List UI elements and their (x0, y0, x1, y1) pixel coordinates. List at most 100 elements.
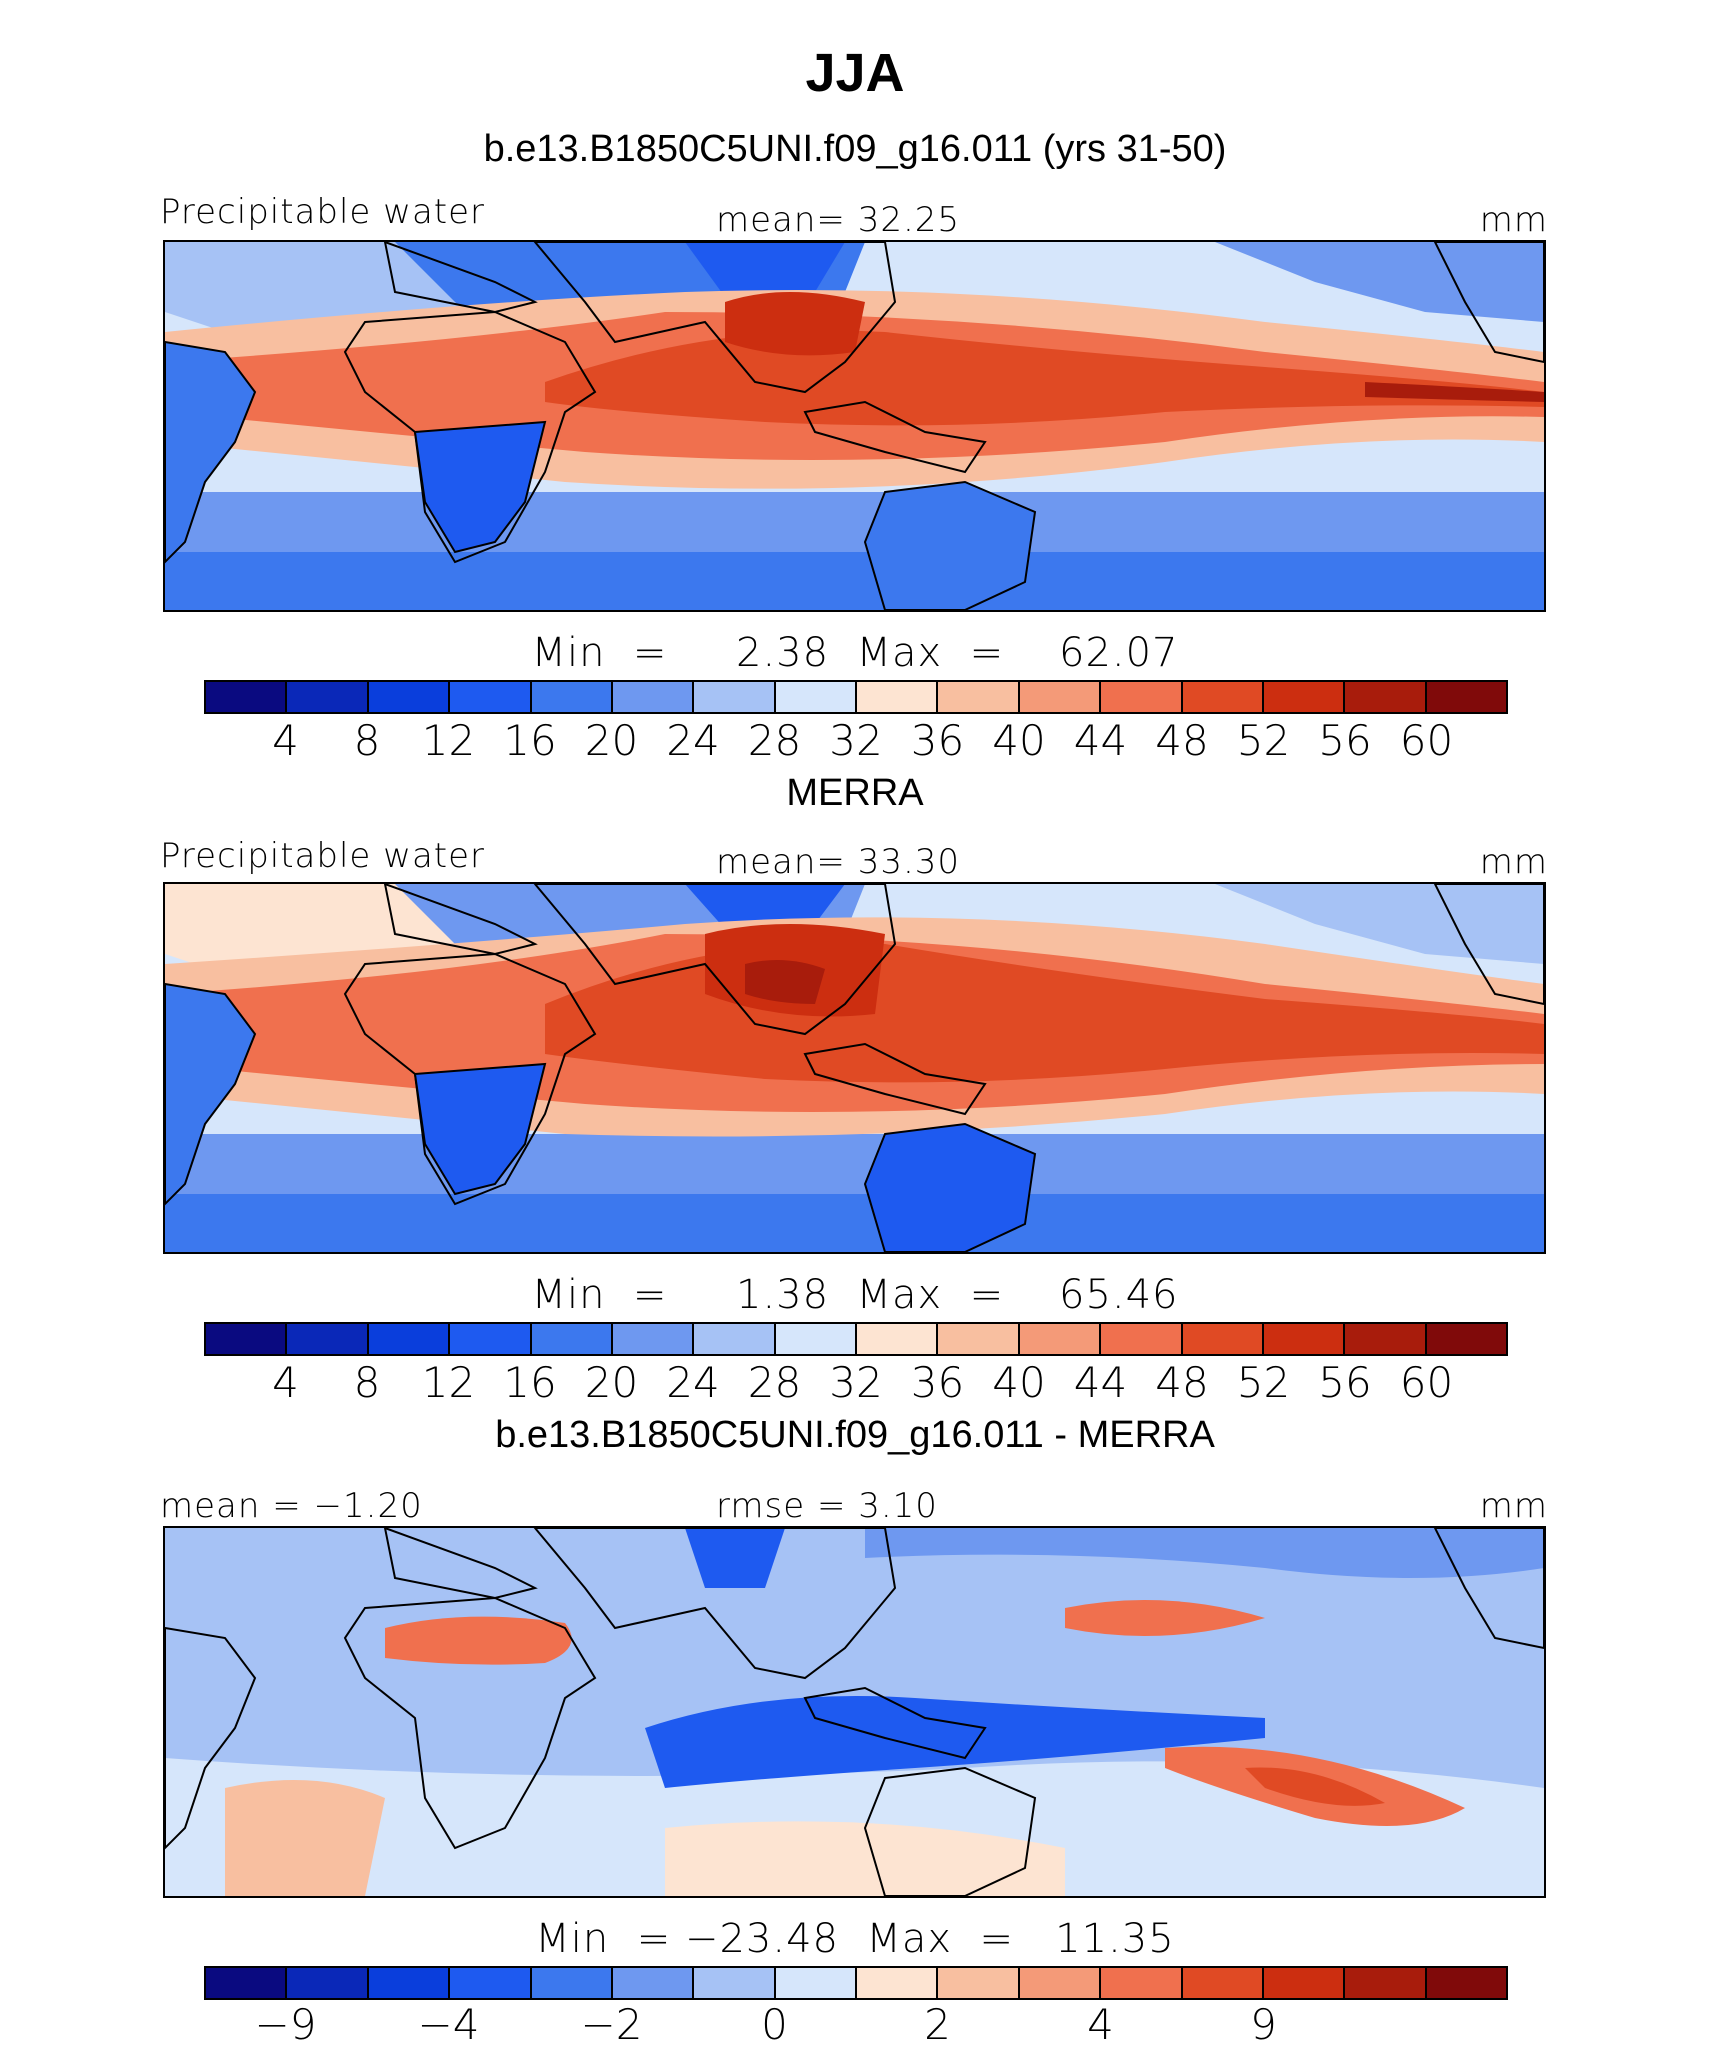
colorbar-swatch (206, 682, 288, 712)
colorbar-tick-label: 2 (924, 2000, 951, 2049)
panel-1-mean-label: mean= 32.25 (716, 200, 961, 240)
colorbar-swatch (775, 1968, 857, 1998)
southern-deep-blue (165, 552, 1544, 610)
colorbar-tick-label: 60 (1399, 1358, 1454, 1407)
colorbar-swatch (1101, 682, 1183, 712)
colorbar-tick-label: 32 (829, 716, 883, 765)
colorbar-tick-label: −9 (254, 2000, 317, 2049)
panel-3-map (163, 1526, 1546, 1898)
asia-outline (533, 1528, 897, 1680)
panel-3-title: b.e13.B1850C5UNI.f09_g16.011 - MERRA (495, 1414, 1215, 1456)
asia-monsoon-dark (725, 292, 865, 356)
colorbar-swatch (1345, 682, 1427, 712)
north-pacific-blue (1215, 242, 1544, 322)
africa-outline (343, 952, 597, 1206)
panel-3-min-max: Min = −23.48 Max = 11.35 (535, 1916, 1175, 1962)
colorbar-tick-label: 8 (353, 716, 381, 765)
maritime-continent-outline (803, 1686, 987, 1760)
panel-2-variable-label: Precipitable water (160, 836, 486, 876)
colorbar-swatch (1019, 1968, 1102, 1998)
colorbar-tick-label: 44 (1073, 716, 1128, 765)
panel-1-units-label: mm (1479, 200, 1548, 240)
panel-3-mean-label: mean = −1.20 (160, 1486, 423, 1526)
panel-1-min-max: Min = 2.38 Max = 62.07 (531, 630, 1179, 676)
colorbar-tick-label: 0 (761, 2000, 788, 2049)
africa-outline (343, 310, 597, 564)
panel-2-colorbar (204, 1322, 1508, 1356)
colorbar-tick-label: 4 (1087, 2000, 1114, 2049)
panel-2-colorbar-ticks: 4 8 12 16 20 24 28 32 36 40 44 48 52 56 60 (0, 1358, 1710, 1408)
colorbar-tick-label: 52 (1236, 716, 1291, 765)
colorbar-swatch (531, 1324, 613, 1354)
colorbar-tick-label: −4 (417, 2000, 480, 2049)
africa-south-blue (413, 420, 547, 554)
colorbar-swatch (206, 1324, 288, 1354)
sahel-red (385, 1616, 572, 1665)
panel-2-mean-label: mean= 33.30 (716, 842, 961, 882)
colorbar-tick-label: 36 (910, 1358, 965, 1407)
indian-ocean-blue-tongue (645, 1696, 1265, 1788)
southeast-pale-patches (665, 1821, 1065, 1896)
colorbar-swatch (857, 682, 939, 712)
colorbar-tick-label: 16 (503, 716, 557, 765)
colorbar-swatch (1426, 1968, 1506, 1998)
north-atlantic-blue (165, 242, 485, 332)
colorbar-swatch (938, 1324, 1020, 1354)
panel-2-title: MERRA (786, 772, 924, 814)
colorbar-tick-label: 20 (584, 1358, 639, 1407)
north-america-outline (1433, 1528, 1544, 1650)
colorbar-tick-label: 12 (421, 1358, 476, 1407)
australia-outline (863, 480, 1037, 610)
africa-outline (343, 1596, 597, 1850)
colorbar-swatch (775, 1324, 857, 1354)
colorbar-tick-label: 20 (584, 716, 639, 765)
tibet-deep-blue (685, 1528, 785, 1588)
colorbar-tick-label: 24 (666, 716, 720, 765)
colorbar-swatch (531, 1968, 613, 1998)
australia-outline (863, 1766, 1037, 1896)
colorbar-swatch (1426, 1324, 1506, 1354)
colorbar-tick-label: 48 (1155, 1358, 1209, 1407)
colorbar-tick-label: 16 (503, 1358, 557, 1407)
colorbar-swatch (938, 1968, 1020, 1998)
colorbar-swatch (206, 1968, 288, 1998)
maritime-continent-outline (803, 1042, 987, 1116)
panel-1-title: b.e13.B1850C5UNI.f09_g16.011 (yrs 31-50) (483, 128, 1227, 170)
colorbar-swatch (368, 1324, 451, 1354)
colorbar-tick-label: 52 (1236, 1358, 1291, 1407)
australia-outline (863, 1122, 1037, 1252)
panel-3-units-label: mm (1479, 1486, 1548, 1526)
colorbar-swatch (857, 1324, 939, 1354)
colorbar-swatch (368, 682, 451, 712)
colorbar-swatch (450, 1968, 532, 1998)
colorbar-tick-label: 4 (272, 716, 299, 765)
europe-outline (383, 242, 538, 314)
panel-2-units-label: mm (1479, 842, 1548, 882)
colorbar-swatch (1182, 1324, 1264, 1354)
south-atlantic-pale (225, 1780, 385, 1896)
colorbar-swatch (612, 682, 695, 712)
colorbar-tick-label: 24 (666, 1358, 720, 1407)
southern-deep-blue (165, 1194, 1544, 1252)
colorbar-tick-label: 60 (1399, 716, 1454, 765)
north-pacific-red-core (1065, 1600, 1265, 1636)
panel-3-rmse-label: rmse = 3.10 (716, 1486, 938, 1526)
colorbar-swatch (287, 1968, 369, 1998)
colorbar-swatch (1263, 1968, 1346, 1998)
colorbar-swatch (1182, 682, 1264, 712)
colorbar-swatch (857, 1968, 939, 1998)
north-america-outline (1433, 242, 1544, 364)
panel-3-colorbar (204, 1966, 1508, 2000)
colorbar-tick-label: 44 (1073, 1358, 1128, 1407)
colorbar-swatch (287, 1324, 369, 1354)
colorbar-swatch (1019, 682, 1102, 712)
colorbar-tick-label: 8 (353, 1358, 381, 1407)
colorbar-tick-label: 40 (992, 716, 1046, 765)
panel-1-variable-label: Precipitable water (160, 192, 486, 232)
colorbar-tick-label: 40 (992, 1358, 1046, 1407)
panel-1-colorbar (204, 680, 1508, 714)
south-america-outline (165, 1626, 257, 1850)
north-america-outline (1433, 884, 1544, 1006)
europe-outline (383, 884, 538, 956)
panel-2-min-max: Min = 1.38 Max = 65.46 (531, 1272, 1179, 1318)
